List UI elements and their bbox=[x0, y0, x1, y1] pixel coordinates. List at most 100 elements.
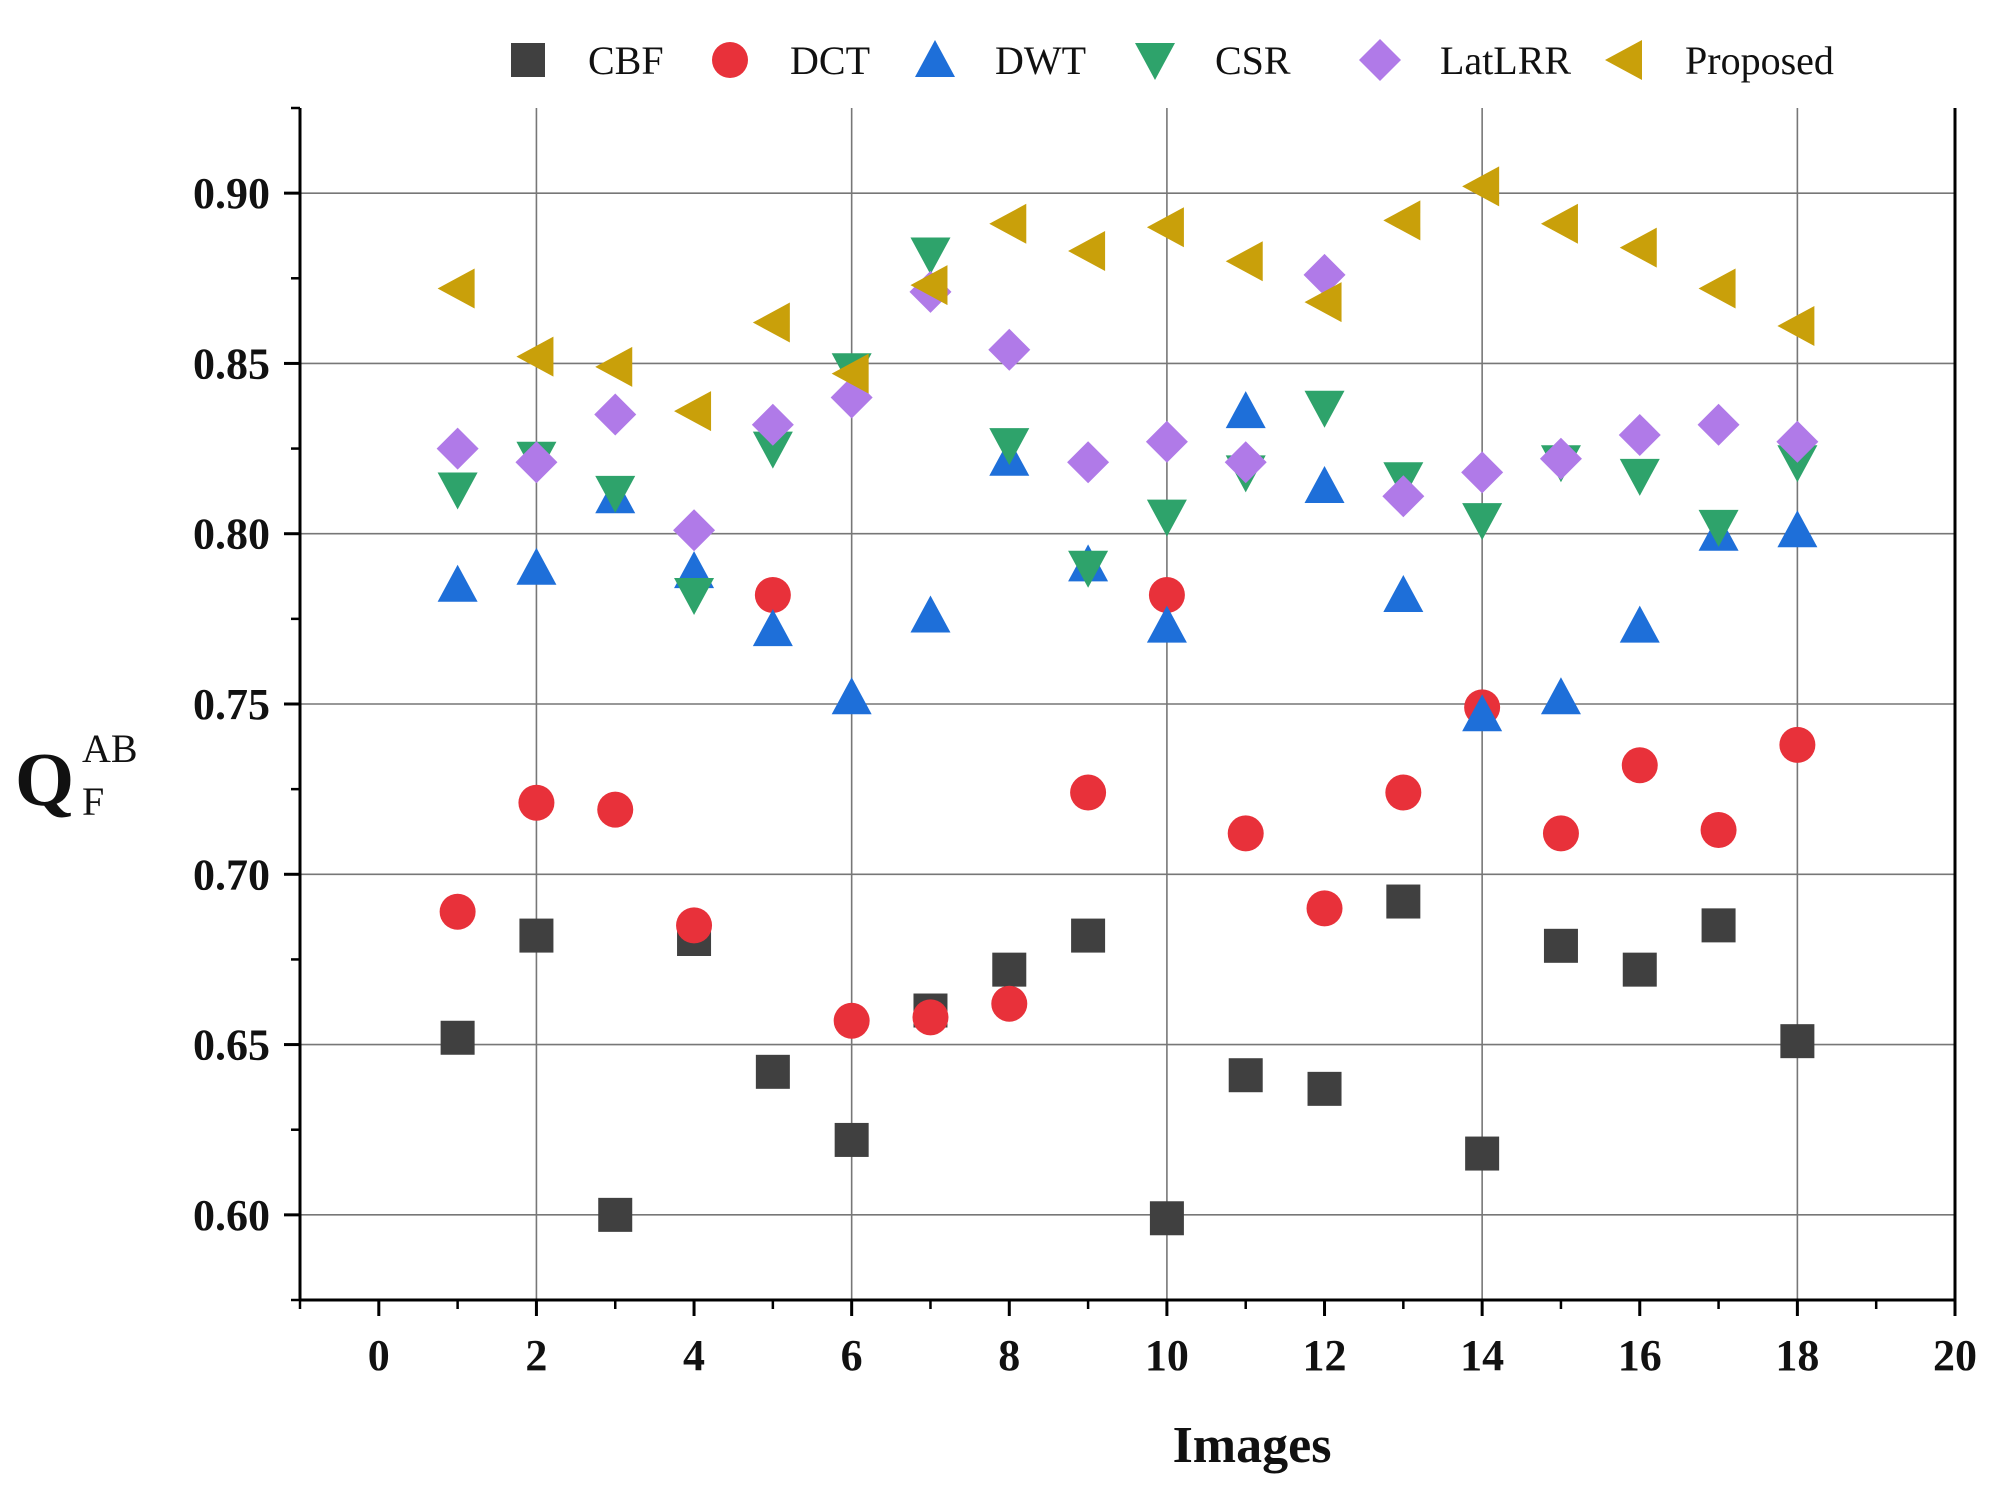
x-tick-label: 18 bbox=[1775, 1331, 1819, 1380]
point-latlrr-3 bbox=[594, 393, 637, 436]
point-dct-12 bbox=[1306, 890, 1343, 927]
point-dct-9 bbox=[1070, 774, 1107, 811]
legend-marker-latlrr bbox=[1359, 39, 1401, 81]
point-cbf-10 bbox=[1149, 1201, 1184, 1236]
legend-marker-cbf bbox=[511, 43, 545, 77]
point-dct-5 bbox=[754, 577, 791, 614]
y-tick-label: 0.75 bbox=[193, 680, 270, 729]
point-latlrr-11 bbox=[1224, 441, 1267, 484]
point-dwt-1 bbox=[437, 564, 478, 602]
legend-marker-dwt bbox=[915, 40, 955, 77]
point-csr-7 bbox=[910, 237, 951, 275]
point-dwt-6 bbox=[831, 677, 872, 715]
point-csr-3 bbox=[595, 475, 636, 513]
legend: CBF DCT DWT CSR LatLRR Proposed bbox=[511, 38, 1834, 83]
point-proposed-15 bbox=[1540, 203, 1578, 244]
point-proposed-3 bbox=[595, 346, 633, 387]
point-dct-6 bbox=[833, 1002, 870, 1039]
point-proposed-17 bbox=[1698, 268, 1736, 309]
point-proposed-16 bbox=[1619, 227, 1657, 268]
point-dwt-2 bbox=[516, 547, 557, 585]
point-dct-18 bbox=[1779, 726, 1816, 763]
y-tick-label: 0.60 bbox=[193, 1191, 270, 1240]
point-latlrr-14 bbox=[1461, 451, 1504, 494]
point-latlrr-4 bbox=[673, 509, 716, 552]
point-dwt-5 bbox=[752, 609, 793, 647]
point-dct-15 bbox=[1542, 815, 1579, 852]
point-dct-3 bbox=[597, 791, 634, 828]
point-dwt-7 bbox=[910, 595, 951, 633]
y-axis-title-superscript: AB bbox=[82, 726, 138, 771]
point-dwt-18 bbox=[1777, 510, 1818, 548]
point-csr-12 bbox=[1304, 390, 1345, 428]
point-proposed-1 bbox=[437, 268, 475, 309]
point-proposed-14 bbox=[1462, 166, 1500, 207]
point-proposed-8 bbox=[989, 203, 1027, 244]
point-cbf-9 bbox=[1071, 918, 1106, 953]
x-tick-label: 10 bbox=[1145, 1331, 1189, 1380]
point-dct-1 bbox=[439, 893, 476, 930]
legend-label-proposed: Proposed bbox=[1685, 38, 1834, 83]
point-cbf-2 bbox=[519, 918, 554, 953]
point-dwt-15 bbox=[1540, 677, 1581, 715]
point-csr-18 bbox=[1777, 445, 1818, 483]
x-tick-label: 2 bbox=[525, 1331, 547, 1380]
point-csr-10 bbox=[1146, 499, 1187, 537]
point-proposed-2 bbox=[516, 336, 554, 377]
point-proposed-18 bbox=[1777, 305, 1815, 346]
tick-marks bbox=[284, 106, 1957, 1316]
x-tick-label: 8 bbox=[998, 1331, 1020, 1380]
point-csr-1 bbox=[437, 472, 478, 510]
point-csr-4 bbox=[674, 578, 715, 616]
x-tick-label: 12 bbox=[1303, 1331, 1347, 1380]
point-cbf-5 bbox=[755, 1054, 790, 1089]
point-proposed-10 bbox=[1146, 207, 1184, 248]
point-proposed-6 bbox=[831, 353, 869, 394]
point-dwt-16 bbox=[1619, 605, 1660, 643]
y-tick-label: 0.90 bbox=[193, 169, 270, 218]
y-tick-label: 0.65 bbox=[193, 1021, 270, 1070]
point-proposed-12 bbox=[1304, 282, 1342, 323]
point-proposed-9 bbox=[1068, 231, 1106, 272]
x-tick-label: 0 bbox=[368, 1331, 390, 1380]
x-tick-label: 16 bbox=[1618, 1331, 1662, 1380]
y-axis-title-subscript: F bbox=[82, 779, 104, 824]
legend-marker-dct bbox=[712, 42, 748, 78]
x-tick-label: 4 bbox=[683, 1331, 705, 1380]
point-latlrr-9 bbox=[1067, 441, 1110, 484]
point-cbf-1 bbox=[440, 1020, 475, 1055]
point-proposed-11 bbox=[1225, 241, 1263, 282]
x-tick-label: 20 bbox=[1933, 1331, 1977, 1380]
point-cbf-3 bbox=[598, 1197, 633, 1232]
x-tick-label: 14 bbox=[1460, 1331, 1504, 1380]
point-dct-17 bbox=[1700, 812, 1737, 849]
point-latlrr-5 bbox=[751, 403, 794, 446]
point-latlrr-16 bbox=[1618, 413, 1661, 456]
point-cbf-8 bbox=[992, 952, 1027, 987]
data-points bbox=[436, 166, 1819, 1236]
point-latlrr-18 bbox=[1776, 420, 1819, 463]
point-dwt-10 bbox=[1146, 605, 1187, 643]
point-proposed-7 bbox=[910, 265, 948, 306]
x-tick-label: 6 bbox=[841, 1331, 863, 1380]
y-axis-title: Q AB F bbox=[15, 726, 138, 824]
legend-label-latlrr: LatLRR bbox=[1440, 38, 1571, 83]
point-dwt-13 bbox=[1383, 575, 1424, 613]
point-proposed-13 bbox=[1383, 200, 1421, 241]
grid-lines bbox=[300, 108, 1955, 1300]
point-csr-17 bbox=[1698, 509, 1739, 547]
point-cbf-11 bbox=[1228, 1058, 1263, 1093]
point-dct-11 bbox=[1227, 815, 1264, 852]
point-csr-9 bbox=[1068, 550, 1109, 588]
legend-marker-csr bbox=[1135, 43, 1175, 80]
point-csr-5 bbox=[752, 431, 793, 469]
point-latlrr-8 bbox=[988, 328, 1031, 371]
point-dct-4 bbox=[676, 907, 713, 944]
point-cbf-16 bbox=[1622, 952, 1657, 987]
point-dct-13 bbox=[1385, 774, 1422, 811]
point-proposed-5 bbox=[752, 302, 790, 343]
legend-marker-proposed bbox=[1605, 40, 1642, 80]
point-latlrr-10 bbox=[1145, 420, 1188, 463]
point-dct-2 bbox=[518, 784, 555, 821]
point-latlrr-13 bbox=[1382, 475, 1425, 518]
